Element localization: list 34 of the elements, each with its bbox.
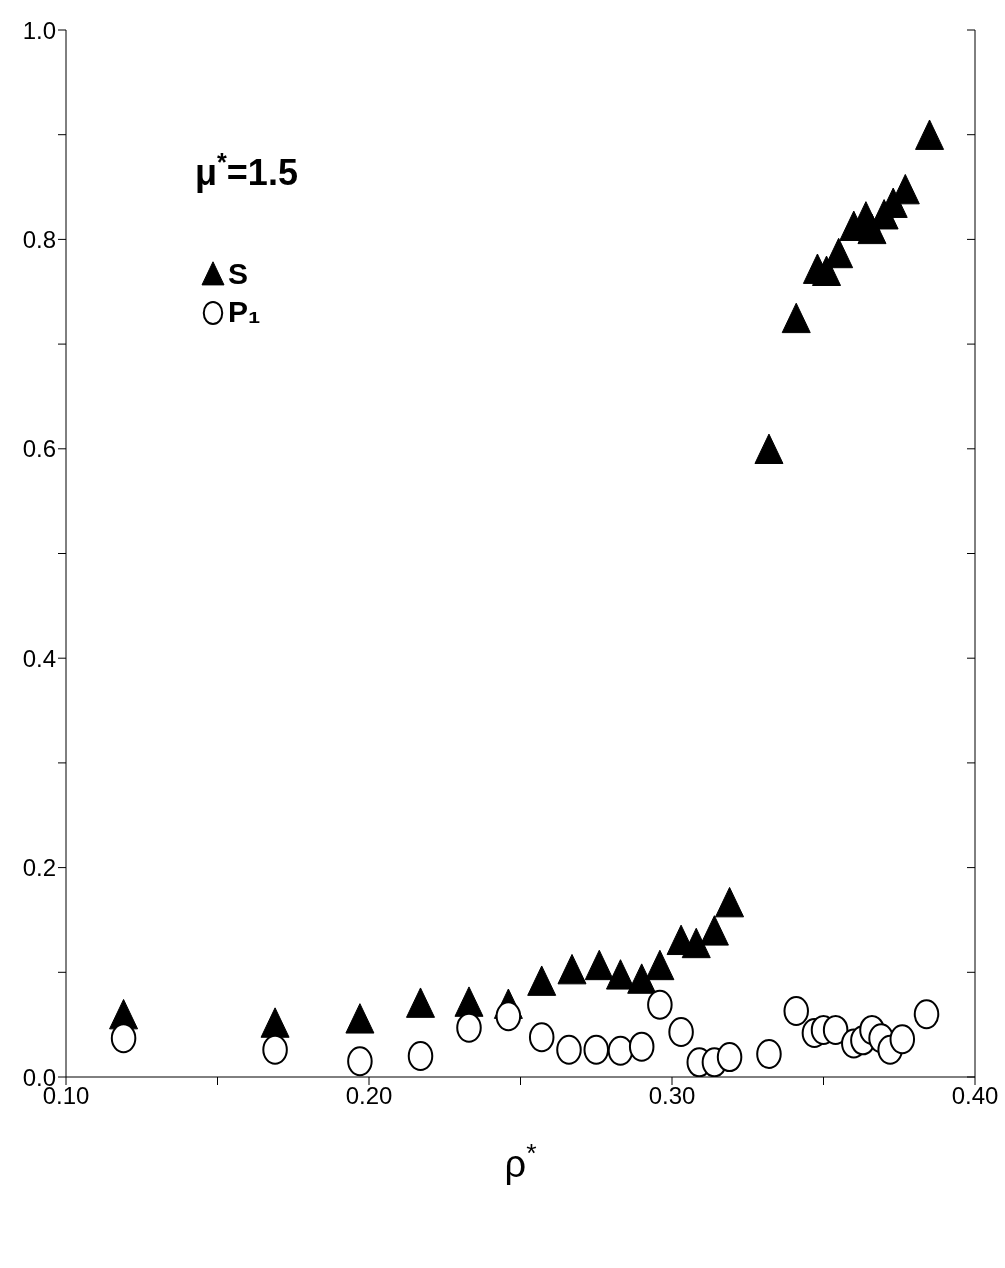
point bbox=[557, 953, 587, 985]
point bbox=[715, 886, 745, 918]
point bbox=[699, 915, 729, 946]
point bbox=[812, 255, 842, 286]
y-tick-label: 0.4 bbox=[22, 644, 56, 672]
legend-label: P₁ bbox=[228, 295, 261, 329]
y-tick-label: 0.6 bbox=[22, 435, 56, 463]
x-tick-label: 0.20 bbox=[345, 1082, 393, 1110]
point bbox=[584, 949, 614, 981]
point bbox=[915, 119, 945, 150]
point bbox=[781, 302, 811, 334]
point bbox=[495, 1001, 522, 1032]
point bbox=[681, 927, 711, 959]
y-tick-label: 0.8 bbox=[22, 225, 56, 253]
point bbox=[645, 949, 675, 981]
point bbox=[627, 963, 657, 994]
point bbox=[605, 959, 635, 990]
point bbox=[527, 965, 557, 996]
point bbox=[628, 1031, 655, 1062]
point bbox=[822, 1014, 849, 1045]
point bbox=[889, 1024, 916, 1055]
point bbox=[260, 1007, 290, 1038]
x-tick-label: 0.30 bbox=[648, 1082, 696, 1110]
point bbox=[754, 433, 784, 464]
point bbox=[406, 987, 436, 1018]
annotation: μ$^{*}$=1.5 bbox=[195, 148, 298, 193]
x-tick-label: 0.40 bbox=[951, 1082, 999, 1110]
y-tick-label: 1.0 bbox=[22, 16, 56, 44]
point bbox=[454, 986, 484, 1017]
x-axis-title: ρ$^{*}$ bbox=[504, 1138, 537, 1185]
legend-label: S bbox=[228, 257, 249, 291]
point bbox=[716, 1042, 743, 1073]
y-tick-label: 0.2 bbox=[22, 854, 56, 882]
point bbox=[345, 1003, 375, 1034]
